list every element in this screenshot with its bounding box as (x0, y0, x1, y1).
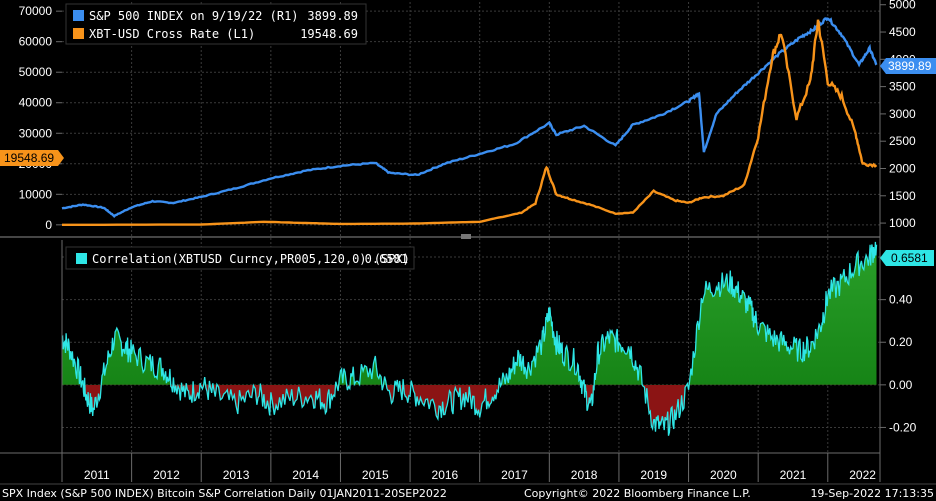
right-tick-label: 1500 (889, 189, 916, 203)
panel-resize-handle[interactable] (461, 234, 471, 239)
xbt-last-value-flag: 19548.69 (0, 150, 64, 166)
sp500-legend-value: 3899.89 (307, 9, 358, 23)
sp500-legend-label: S&P 500 INDEX on 9/19/22 (R1) (89, 9, 299, 23)
x-axis-ticks: 2011 2012 2013 2014 2015 2016 2017 2018 2019 2020… (61, 453, 876, 482)
left-tick-label: 30000 (19, 126, 53, 140)
xbt-legend-value: 19548.69 (300, 27, 358, 41)
x-tick-label: 2013 (223, 468, 250, 482)
x-tick-label: 2015 (362, 468, 389, 482)
right-tick-label: 3500 (889, 80, 916, 94)
footer-copyright: Copyright© 2022 Bloomberg Finance L.P. (524, 487, 751, 500)
price-legend: S&P 500 INDEX on 9/19/22 (R1) 3899.89 XB… (65, 3, 367, 45)
xbt-flag-text: 19548.69 (4, 151, 54, 165)
right-tick-label: 5000 (889, 0, 916, 12)
x-tick-label: 2012 (153, 468, 180, 482)
correlation-legend-label: Correlation(XBTUSD Curncy,PR005,120,0) (… (92, 252, 410, 266)
x-tick-label: 2014 (292, 468, 319, 482)
left-tick-label: 10000 (19, 187, 53, 201)
left-tick-label: 70000 (19, 4, 53, 18)
correlation-panel (61, 241, 878, 436)
correlation-legend-value: 0.6581 (365, 252, 408, 266)
sp500-line (61, 17, 878, 219)
sp500-last-value-flag: 3899.89 (880, 58, 936, 74)
correlation-flag-shape (880, 250, 934, 266)
x-tick-label: 2017 (501, 468, 528, 482)
correlation-last-value-flag: 0.6581 (880, 250, 934, 266)
right-tick-label: 4500 (889, 25, 916, 39)
correlation-tick-label: 0.00 (889, 378, 913, 392)
correlation-legend-box (65, 246, 415, 270)
x-tick-label: 2021 (780, 468, 807, 482)
correlation-legend-swatch (76, 253, 87, 264)
x-tick-label: 2022 (849, 468, 876, 482)
price-legend-box (65, 3, 367, 45)
sp500-flag-shape (880, 58, 936, 74)
price-panel (61, 17, 878, 226)
xbt-legend-swatch (73, 28, 84, 39)
right-tick-label: 2000 (889, 161, 916, 175)
right-tick-label: 2500 (889, 134, 916, 148)
correlation-line (61, 241, 878, 436)
correlation-tick-label: 0.20 (889, 335, 913, 349)
xbt-line (62, 19, 878, 226)
x-tick-label: 2011 (84, 468, 110, 482)
correlation-tick-label: -0.20 (889, 420, 917, 434)
correlation-legend: Correlation(XBTUSD Curncy,PR005,120,0) (… (65, 246, 415, 270)
x-tick-label: 2020 (710, 468, 737, 482)
left-tick-label: 40000 (19, 96, 53, 110)
correlation-tick-label: 0.40 (889, 293, 913, 307)
x-tick-label: 2019 (640, 468, 667, 482)
right-tick-label: 1000 (889, 216, 916, 230)
correlation-positive-area (62, 241, 877, 385)
left-tick-label: 50000 (19, 65, 53, 79)
left-axis-ticks: 700006000050000400003000020000100000 (19, 4, 62, 232)
left-tick-label: 60000 (19, 35, 53, 49)
x-tick-label: 2016 (432, 468, 459, 482)
correlation-flag-text: 0.6581 (891, 251, 928, 265)
footer-timestamp: 19-Sep-2022 17:13:35 (810, 487, 934, 500)
x-tick-label: 2018 (571, 468, 598, 482)
left-tick-label: 0 (45, 218, 52, 232)
sp500-flag-text: 3899.89 (888, 59, 932, 73)
sp500-legend-swatch (73, 10, 84, 21)
footer-description: SPX Index (S&P 500 INDEX) Bitcoin S&P Co… (2, 487, 447, 500)
correlation-axis-ticks: 0.600.400.200.00-0.20 (880, 250, 917, 434)
xbt-flag-shape (0, 150, 64, 166)
right-axis-ticks: 500045004000350030002500200015001000 (880, 0, 916, 230)
right-tick-label: 3000 (889, 107, 916, 121)
xbt-legend-label: XBT-USD Cross Rate (L1) (89, 27, 255, 41)
